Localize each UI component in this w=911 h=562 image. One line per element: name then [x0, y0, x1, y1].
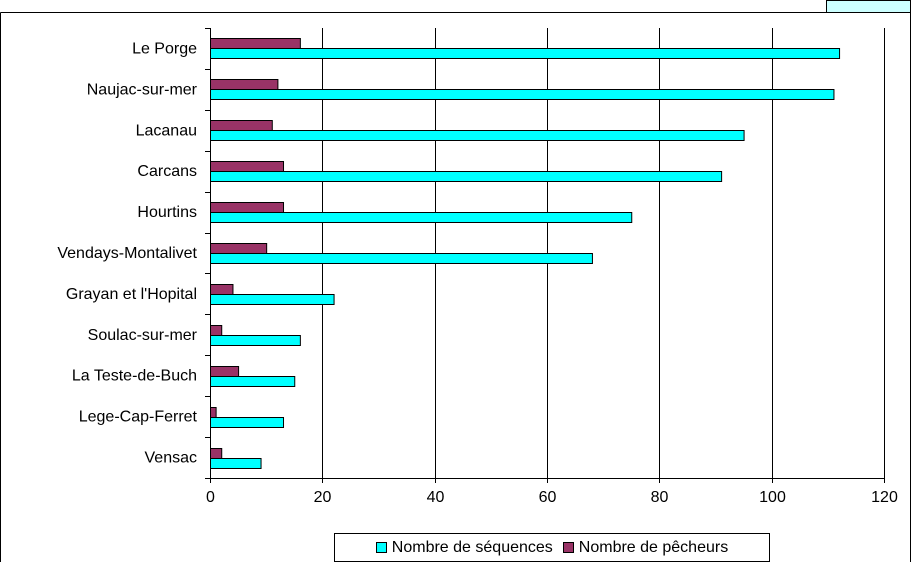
bar-pecheurs	[210, 120, 273, 131]
x-tick-labels: 0 20 40 60 80 100 120	[206, 489, 898, 506]
category-label: Lacanau	[136, 122, 197, 139]
bar-sequences	[210, 48, 841, 59]
bar-sequences	[210, 253, 593, 264]
category-label: Le Porge	[132, 40, 197, 57]
bar-pecheurs	[210, 366, 240, 377]
bar-sequences	[210, 130, 745, 141]
category-label: Hourtins	[137, 204, 197, 221]
bar-sequences	[210, 89, 835, 100]
bar-pecheurs	[210, 448, 223, 459]
legend: Nombre de séquences Nombre de pêcheurs	[334, 533, 770, 562]
axes	[205, 28, 885, 483]
x-tick-label: 0	[206, 489, 215, 506]
legend-swatch-sequences	[375, 542, 387, 553]
x-tick-label: 40	[427, 489, 445, 506]
bar-pecheurs	[210, 161, 285, 172]
category-label: Naujac-sur-mer	[87, 81, 198, 98]
bar-pecheurs	[210, 325, 223, 336]
bar-pecheurs	[210, 79, 279, 90]
bar-sequences	[210, 335, 301, 346]
bar-sequences	[210, 376, 296, 387]
x-tick-label: 80	[651, 489, 669, 506]
category-label: La Teste-de-Buch	[72, 368, 197, 385]
bar-pecheurs	[210, 407, 217, 418]
bar-sequences	[210, 458, 262, 469]
bar-pecheurs	[210, 243, 268, 254]
bar-sequences	[210, 417, 285, 428]
category-label: Vendays-Montalivet	[57, 245, 197, 262]
legend-label-sequences: Nombre de séquences	[391, 538, 553, 556]
category-label: Vensac	[145, 450, 197, 467]
legend-item-sequences: Nombre de séquences	[375, 538, 553, 557]
bar-sequences	[210, 294, 335, 305]
bar-pecheurs	[210, 202, 285, 213]
x-tick-label: 100	[759, 489, 786, 506]
bars	[210, 38, 841, 469]
category-label: Soulac-sur-mer	[88, 327, 198, 344]
legend-item-pecheurs: Nombre de pêcheurs	[562, 538, 729, 557]
category-label: Carcans	[137, 163, 197, 180]
bar-pecheurs	[210, 38, 301, 49]
bar-sequences	[210, 171, 723, 182]
legend-swatch-pecheurs	[562, 542, 574, 553]
legend-label-pecheurs: Nombre de pêcheurs	[578, 538, 729, 556]
x-tick-label: 20	[314, 489, 332, 506]
x-tick-label: 120	[871, 489, 898, 506]
bar-sequences	[210, 212, 633, 223]
bar-pecheurs	[210, 284, 234, 295]
corner-cell	[826, 0, 911, 13]
category-label: Grayan et l'Hopital	[66, 286, 197, 303]
category-labels: Le Porge Naujac-sur-mer Lacanau Carcans Hour…	[57, 40, 197, 466]
x-tick-label: 60	[539, 489, 557, 506]
category-label: Lege-Cap-Ferret	[79, 409, 198, 426]
